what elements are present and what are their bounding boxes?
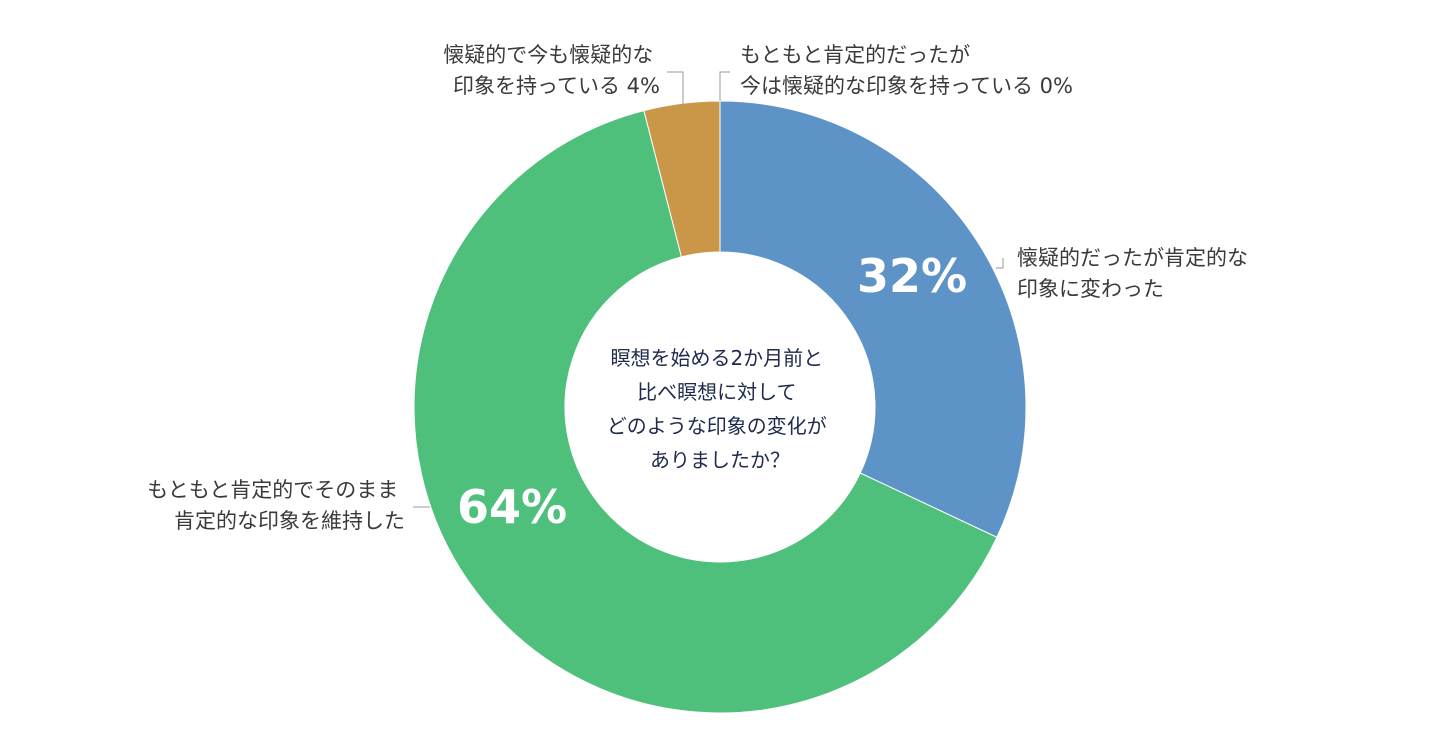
- slice-label-line: もともと肯定的でそのまま: [147, 478, 398, 502]
- slice-label-line: 印象を持っている 4%: [453, 74, 660, 98]
- center-question-line: 比べ瞑想に対して: [637, 380, 796, 404]
- leader-line-positive-to-skeptic: [719, 71, 730, 101]
- leader-line-skeptic-stayed: [667, 71, 684, 105]
- pct-label-positive-stayed: 64%: [457, 480, 567, 534]
- slice-label-positive-stayed: もともと肯定的でそのまま 肯定的な印象を維持した: [147, 478, 405, 533]
- donut-slices: [413, 100, 1027, 714]
- slice-label-skeptic-to-positive: 懐疑的だったが肯定的な 印象に変わった: [1017, 246, 1255, 301]
- slice-label-line: もともと肯定的だったが: [740, 43, 970, 67]
- slice-label-skeptic-stayed: 懐疑的で今も懐疑的な 印象を持っている 4%: [443, 43, 660, 98]
- slice-label-positive-to-skeptic: もともと肯定的だったが 今は懐疑的な印象を持っている 0%: [740, 43, 1073, 98]
- donut-slice-positive-stayed: [413, 110, 998, 714]
- center-question: 瞑想を始める2か月前と 比べ瞑想に対して どのような印象の変化が ありましたか？: [607, 346, 833, 472]
- center-question-line: 瞑想を始める2か月前と: [610, 346, 823, 370]
- slice-label-line: 今は懐疑的な印象を持っている 0%: [740, 74, 1073, 98]
- donut-slice-skeptic-to-positive: [719, 100, 1027, 538]
- center-question-line: どのような印象の変化が: [607, 414, 827, 438]
- slice-label-line: 懐疑的で今も懐疑的な: [443, 43, 653, 67]
- slice-label-line: 印象に変わった: [1017, 277, 1164, 301]
- center-question-line: ありましたか？: [650, 448, 790, 472]
- slice-label-line: 肯定的な印象を維持した: [174, 509, 405, 533]
- slice-label-line: 懐疑的だったが肯定的な: [1017, 246, 1248, 270]
- leader-line-skeptic-to-positive: [996, 258, 1004, 269]
- pct-label-skeptic-to-positive: 32%: [857, 249, 967, 303]
